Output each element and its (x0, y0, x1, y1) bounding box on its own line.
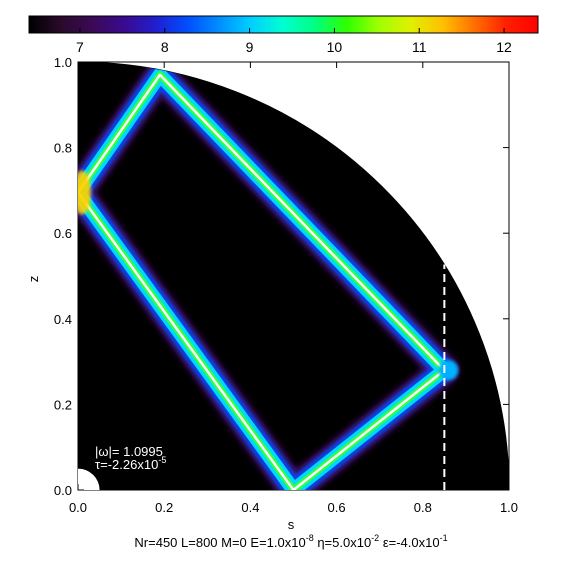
x-axis-ticks: 0.0 0.2 0.4 0.6 0.8 1.0 (69, 62, 518, 515)
y-tick-label: 0.8 (54, 141, 72, 156)
colorbar-tick-label: 10 (327, 39, 343, 55)
attractor-ray (78, 73, 446, 490)
x-tick-label: 0.8 (414, 500, 432, 515)
x-axis-label: s (288, 517, 295, 532)
attractor-tip (438, 360, 459, 381)
attractor (78, 62, 460, 490)
y-axis-label: z (26, 276, 41, 283)
omega-annotation: |ω|= 1.0995 (95, 444, 163, 459)
colorbar-tick-label: 8 (161, 39, 169, 55)
colorbar-tick-label: 11 (412, 39, 427, 55)
x-tick-label: 0.4 (241, 500, 259, 515)
x-tick-label: 0.2 (155, 500, 173, 515)
colorbar-tick-label: 7 (76, 39, 84, 55)
parameter-footer: Nr=450 L=800 M=0 E=1.0x10-8 η=5.0x10-2 ε… (134, 533, 447, 550)
y-tick-label: 0.0 (54, 483, 72, 498)
colorbar-ticks: 7 8 9 10 11 12 (76, 28, 512, 55)
tau-annotation: τ=-2.26x10-5 (95, 455, 166, 472)
colorbar (28, 15, 539, 34)
colorbar-tick-label: 9 (246, 39, 254, 55)
y-tick-label: 1.0 (54, 55, 72, 70)
field-label: Ek (430, 88, 453, 117)
inner-core (78, 468, 100, 490)
colorbar-tick-label: 12 (496, 39, 512, 55)
x-tick-label: 0.6 (328, 500, 346, 515)
corner-hotspot (78, 170, 91, 215)
y-axis-ticks: 0.0 0.2 0.4 0.6 0.8 1.0 (54, 55, 509, 498)
y-tick-label: 0.6 (54, 226, 72, 241)
x-tick-label: 0.0 (69, 500, 87, 515)
x-tick-label: 1.0 (500, 500, 518, 515)
y-tick-label: 0.2 (54, 397, 72, 412)
y-tick-label: 0.4 (54, 312, 72, 327)
